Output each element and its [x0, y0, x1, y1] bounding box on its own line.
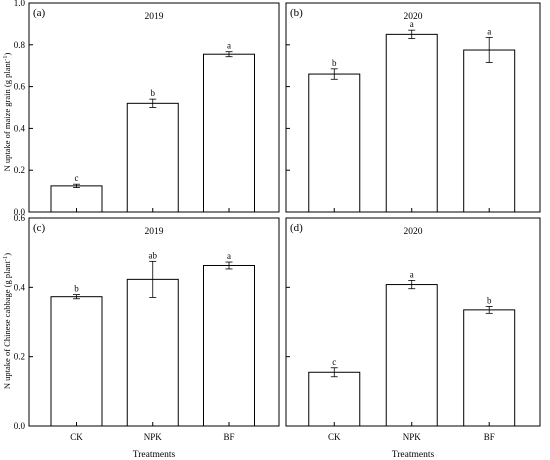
panel-title: 2019: [145, 227, 164, 237]
bar-ck: [50, 296, 103, 427]
bar-npk: [385, 33, 438, 213]
panel-a: 0.0 0.2 0.4 0.6 0.8 1.0 (a) 2019 c b a: [14, 0, 280, 217]
bar-bf: [203, 53, 255, 213]
y-axis-label-bottom: N uptake of Chinese cabbage (g plant-1): [2, 253, 12, 389]
y-tick-label: 0.0: [14, 421, 26, 431]
y-axis-label-close: ): [2, 253, 12, 256]
y-tick-label: 0.6: [14, 213, 26, 223]
significance-label: b: [332, 58, 337, 68]
panel-d: (d) 2020 c CK a NPK b BF: [285, 217, 541, 442]
y-axis-label-text: N uptake of Chinese cabbage (g plant: [2, 261, 12, 390]
x-tick-label: BF: [223, 432, 234, 442]
x-tick-label: NPK: [144, 432, 163, 442]
y-tick-label: 1.0: [14, 0, 26, 8]
panel-title: 2020: [404, 12, 423, 22]
panel-c: 0.0 0.2 0.4 0.6 (c) 2019 b CK ab NPK a BF: [14, 213, 280, 442]
panel-label: (d): [290, 222, 303, 234]
significance-label: ab: [149, 250, 158, 260]
panel-label: (a): [33, 7, 46, 19]
y-axis-label-superscript: -1: [2, 256, 9, 261]
panel-title: 2019: [145, 12, 164, 22]
x-tick-label: CK: [328, 432, 341, 442]
x-axis-label-right: Treatments: [392, 450, 435, 460]
panel-label: (b): [290, 7, 303, 19]
y-axis-label-close: ): [2, 52, 12, 55]
significance-label: b: [74, 284, 79, 294]
y-tick-label: 0.6: [14, 82, 26, 92]
significance-label: a: [227, 41, 231, 51]
y-axis-label-superscript: -1: [2, 55, 9, 60]
x-tick-label: NPK: [403, 432, 422, 442]
bar-bf: [203, 264, 255, 427]
y-tick-label: 0.4: [14, 123, 26, 133]
x-axis-label-left: Treatments: [133, 450, 176, 460]
bar-npk: [126, 278, 179, 427]
y-tick-label: 0.0: [14, 207, 26, 217]
significance-label: a: [487, 26, 491, 36]
significance-label: a: [410, 19, 414, 29]
y-axis-label-text: N uptake of maize grain (g plant: [2, 60, 12, 171]
significance-label: b: [151, 88, 156, 98]
y-axis-label-top: N uptake of maize grain (g plant-1): [2, 52, 12, 171]
x-tick-label: CK: [70, 432, 83, 442]
bar-ck: [308, 371, 361, 427]
significance-label: a: [227, 251, 231, 261]
bar-ck: [308, 73, 361, 213]
panel-b: (b) 2020 b a a: [285, 2, 541, 213]
significance-label: a: [410, 269, 414, 279]
panel-label: (c): [33, 222, 46, 234]
panel-title: 2020: [404, 227, 423, 237]
bar-npk: [385, 284, 438, 427]
y-tick-label: 0.4: [14, 282, 26, 292]
bar-npk: [126, 102, 179, 213]
y-tick-label: 0.2: [14, 165, 25, 175]
x-tick-label: BF: [484, 432, 495, 442]
y-tick-label: 0.2: [14, 352, 25, 362]
bar-bf: [463, 309, 516, 427]
significance-label: c: [332, 357, 336, 367]
significance-label: b: [487, 295, 492, 305]
significance-label: c: [75, 173, 79, 183]
bar-bf: [463, 49, 516, 213]
y-tick-label: 0.8: [14, 40, 26, 50]
